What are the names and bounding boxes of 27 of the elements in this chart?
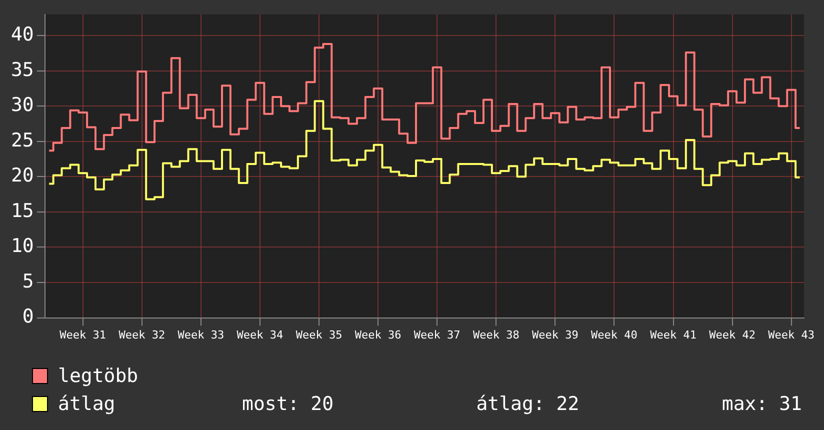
x-tick-label: Week 41 (650, 328, 696, 342)
x-tick-label: Week 35 (296, 328, 342, 342)
text: max: 31 (722, 393, 802, 415)
text: átlag: 22 (476, 393, 580, 415)
x-tick-label: Week 32 (118, 328, 166, 342)
y-tick-label: 0 (22, 306, 34, 328)
y-tick-label: 35 (10, 58, 34, 81)
y-tick-label: 5 (22, 270, 34, 292)
y-tick-label: 20 (10, 164, 34, 187)
x-tick-label: Week 40 (591, 328, 638, 342)
x-tick-label: Week 38 (472, 328, 520, 342)
y-tick-label: 10 (10, 235, 34, 258)
x-tick-label: Week 36 (354, 328, 402, 342)
y-tick-label: 40 (10, 24, 34, 46)
x-tick-label: Week 42 (709, 328, 756, 342)
x-tick-label: Week 37 (414, 328, 460, 342)
x-tick-label: Week 39 (532, 328, 578, 342)
x-tick-label: Week 43 (768, 328, 815, 342)
x-tick-label: Week 34 (236, 328, 284, 342)
text: most: 20 (242, 393, 334, 415)
legend-label: legtöbb (58, 365, 138, 387)
y-tick-label: 25 (10, 129, 34, 152)
y-tick-label: 30 (10, 94, 34, 116)
legend-label: átlag (58, 393, 116, 415)
y-tick-label: 15 (10, 200, 34, 222)
x-tick-label: Week 31 (60, 328, 106, 342)
x-tick-label: Week 33 (178, 328, 224, 342)
